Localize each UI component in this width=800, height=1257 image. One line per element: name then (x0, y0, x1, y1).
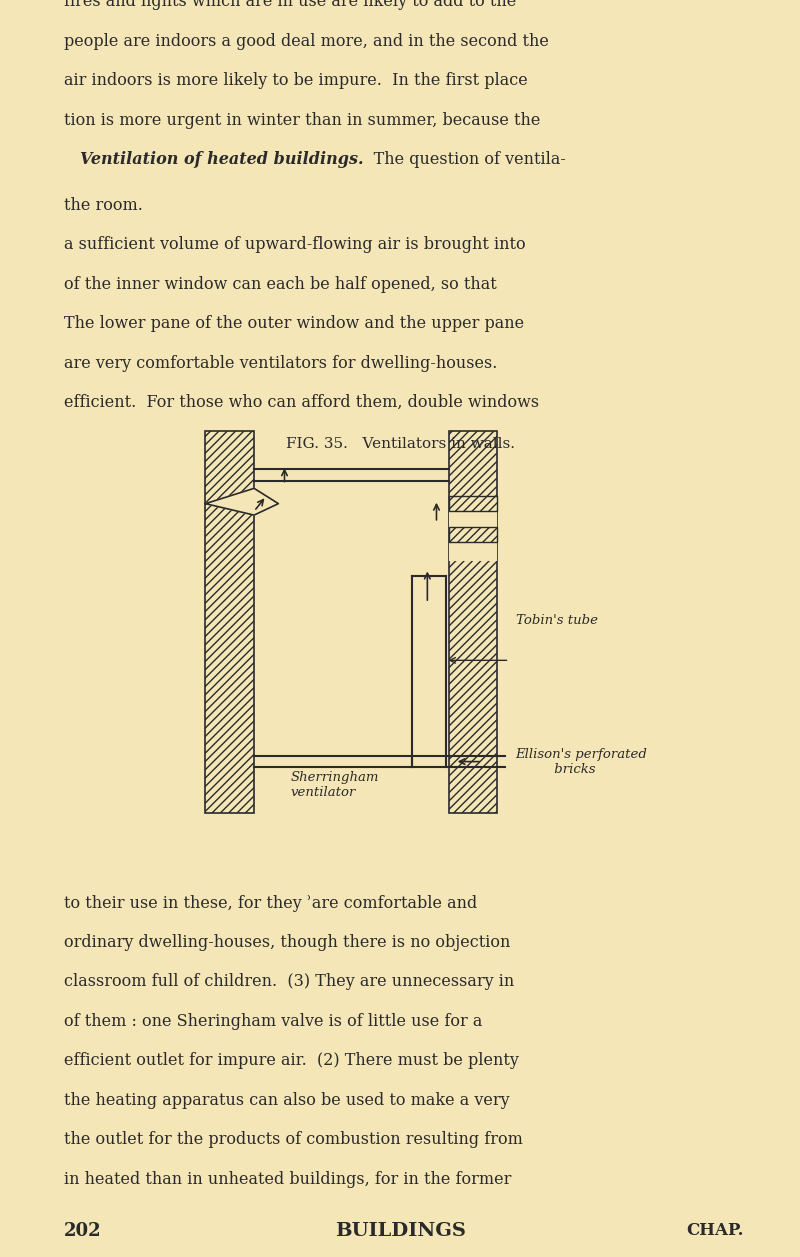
Text: a sufficient volume of upward-flowing air is brought into: a sufficient volume of upward-flowing ai… (64, 236, 526, 253)
Text: to their use in these, for they ʾare comfortable and: to their use in these, for they ʾare com… (64, 895, 478, 911)
Bar (206, 431, 254, 813)
Text: .  The question of ventila-: . The question of ventila- (348, 151, 566, 168)
Text: Ellison's perforated
         bricks: Ellison's perforated bricks (515, 748, 647, 777)
Text: are very comfortable ventilators for dwelling-houses.: are very comfortable ventilators for dwe… (64, 354, 498, 372)
Text: the heating apparatus can also be used to make a very: the heating apparatus can also be used t… (64, 1092, 510, 1109)
Text: efficient outlet for impure air.  (2) There must be plenty: efficient outlet for impure air. (2) The… (64, 1052, 519, 1070)
Text: people are indoors a good deal more, and in the second the: people are indoors a good deal more, and… (64, 33, 549, 50)
Text: of them : one Sheringham valve is of little use for a: of them : one Sheringham valve is of lit… (64, 1013, 482, 1029)
Bar (449, 431, 498, 813)
Text: tion is more urgent in winter than in summer, because the: tion is more urgent in winter than in su… (64, 112, 540, 128)
Polygon shape (206, 489, 278, 515)
Text: BUILDINGS: BUILDINGS (334, 1223, 466, 1241)
Text: The lower pane of the outer window and the upper pane: The lower pane of the outer window and t… (64, 316, 524, 332)
Bar (449, 497, 498, 561)
Text: efficient.  For those who can afford them, double windows: efficient. For those who can afford them… (64, 393, 539, 411)
Text: ordinary dwelling-houses, though there is no objection: ordinary dwelling-houses, though there i… (64, 934, 510, 952)
Text: air indoors is more likely to be impure.  In the first place: air indoors is more likely to be impure.… (64, 72, 528, 89)
Text: classroom full of children.  (3) They are unnecessary in: classroom full of children. (3) They are… (64, 973, 514, 991)
Text: the outlet for the products of combustion resulting from: the outlet for the products of combustio… (64, 1131, 523, 1148)
Text: Ventilation of heated buildings.: Ventilation of heated buildings. (80, 151, 364, 168)
Text: Sherringham
ventilator: Sherringham ventilator (290, 772, 379, 799)
Text: 202: 202 (64, 1223, 102, 1241)
Bar (449, 527, 498, 542)
Text: of the inner window can each be half opened, so that: of the inner window can each be half ope… (64, 275, 497, 293)
Text: Tobin's tube: Tobin's tube (515, 615, 598, 627)
Text: CHAP.: CHAP. (686, 1223, 744, 1239)
Text: fires and lights which are in use are likely to add to the: fires and lights which are in use are li… (64, 0, 516, 10)
Text: FIG. 35.   Ventilators in walls.: FIG. 35. Ventilators in walls. (286, 437, 514, 451)
Bar (449, 497, 498, 512)
Text: the room.: the room. (64, 197, 143, 214)
Text: in heated than in unheated buildings, for in the former: in heated than in unheated buildings, fo… (64, 1170, 511, 1188)
